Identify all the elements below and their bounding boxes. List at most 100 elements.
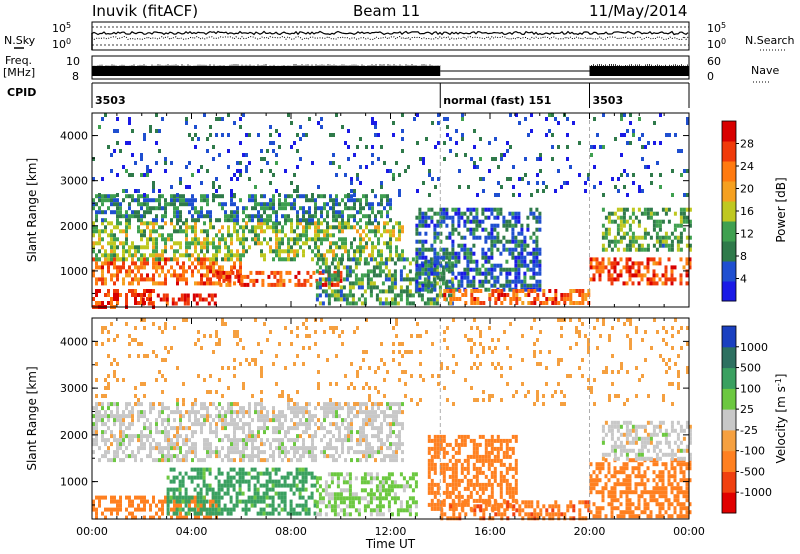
data-cell	[263, 422, 266, 427]
data-cell	[336, 480, 340, 485]
data-cell	[212, 225, 215, 230]
data-cell	[200, 198, 203, 203]
data-cell	[125, 446, 128, 451]
data-cell	[363, 273, 367, 278]
data-cell	[209, 454, 212, 459]
data-cell	[371, 221, 374, 226]
data-cell	[143, 446, 146, 451]
data-cell	[161, 233, 164, 238]
data-cell	[378, 273, 382, 278]
data-cell	[238, 471, 242, 476]
data-cell	[230, 410, 233, 415]
data-cell	[332, 446, 335, 451]
data-cell	[625, 219, 629, 224]
data-cell	[110, 153, 113, 157]
data-cell	[595, 261, 599, 266]
data-cell	[218, 117, 221, 121]
colorbar-swatch	[722, 161, 736, 182]
data-cell	[433, 259, 437, 264]
data-cell	[242, 229, 245, 234]
data-cell	[671, 169, 674, 173]
data-cell	[281, 229, 284, 234]
data-cell	[149, 277, 152, 282]
data-cell	[395, 402, 398, 407]
data-cell	[311, 442, 314, 447]
data-cell	[408, 269, 412, 274]
data-cell	[371, 206, 374, 211]
data-cell	[262, 495, 266, 500]
data-cell	[260, 253, 263, 258]
data-cell	[122, 261, 125, 266]
data-cell	[336, 265, 340, 270]
data-cell	[167, 458, 170, 463]
data-cell	[398, 406, 401, 411]
data-cell	[283, 475, 287, 480]
data-cell	[137, 507, 140, 512]
data-cell	[686, 121, 689, 125]
data-cell	[439, 231, 443, 236]
data-cell	[176, 434, 179, 439]
data-cell	[283, 483, 287, 488]
data-cell	[458, 169, 461, 173]
data-cell	[592, 273, 596, 278]
data-cell	[164, 430, 167, 435]
data-cell	[378, 289, 382, 294]
data-cell	[375, 261, 379, 266]
data-cell	[679, 235, 683, 240]
data-cell	[380, 202, 383, 207]
data-cell	[655, 281, 659, 286]
data-cell	[301, 503, 305, 508]
data-cell	[378, 500, 382, 505]
data-cell	[179, 511, 182, 516]
data-cell	[333, 512, 337, 517]
data-cell	[223, 479, 227, 484]
data-cell	[251, 434, 254, 439]
data-cell	[149, 198, 152, 203]
data-cell	[227, 458, 230, 463]
data-cell	[199, 475, 203, 480]
data-cell	[152, 458, 155, 463]
data-cell	[308, 426, 311, 431]
data-cell	[318, 293, 322, 298]
data-cell	[386, 454, 389, 459]
data-cell	[122, 418, 125, 423]
data-cell	[185, 121, 188, 125]
data-cell	[679, 277, 683, 282]
data-cell	[679, 223, 683, 228]
data-cell	[526, 223, 530, 228]
data-cell	[377, 249, 380, 254]
data-cell	[242, 225, 245, 230]
data-cell	[405, 500, 409, 505]
data-cell	[435, 293, 439, 298]
data-cell	[622, 235, 626, 240]
data-cell	[369, 472, 373, 477]
data-cell	[284, 169, 287, 173]
data-cell	[302, 229, 305, 234]
data-cell	[269, 225, 272, 230]
data-cell	[418, 207, 422, 212]
data-cell	[329, 249, 332, 254]
data-cell	[113, 210, 116, 215]
data-cell	[445, 279, 449, 284]
data-cell	[508, 283, 512, 288]
data-cell	[619, 219, 623, 224]
data-cell	[235, 471, 239, 476]
data-cell	[134, 289, 137, 293]
data-cell	[317, 237, 320, 242]
data-cell	[238, 479, 242, 484]
data-cell	[386, 210, 389, 215]
data-cell	[125, 434, 128, 439]
data-cell	[441, 269, 445, 274]
data-cell	[505, 275, 509, 280]
data-cell	[172, 487, 176, 492]
data-cell	[520, 263, 524, 268]
data-cell	[275, 414, 278, 419]
data-cell	[304, 507, 308, 512]
data-cell	[191, 194, 194, 199]
data-cell	[679, 211, 683, 216]
data-cell	[664, 243, 668, 248]
data-cell	[402, 488, 406, 493]
data-cell	[98, 265, 101, 270]
data-cell	[116, 410, 119, 415]
data-cell	[197, 137, 200, 141]
